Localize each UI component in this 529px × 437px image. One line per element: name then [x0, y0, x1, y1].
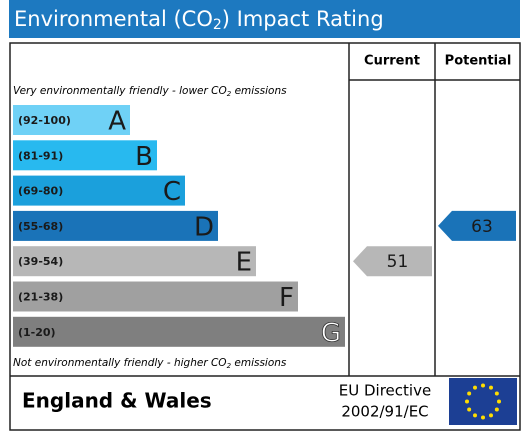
band-range: (39-54)	[18, 255, 63, 268]
band-range: (1-20)	[18, 326, 56, 339]
potential-header: Potential	[445, 54, 512, 69]
title-part: Environmental (CO	[14, 7, 213, 31]
band-range: (69-80)	[18, 185, 63, 198]
title-sub: 2	[213, 17, 222, 33]
band-range: (92-100)	[18, 114, 71, 127]
current-arrow	[353, 246, 432, 277]
title-part: ) Impact Rating	[222, 7, 384, 31]
eu-star	[489, 385, 493, 390]
band-bar	[13, 281, 298, 312]
bottom-note: Not environmentally friendly - higher CO…	[13, 357, 287, 370]
eu-star	[494, 391, 499, 396]
band-letter: D	[194, 212, 214, 242]
band-bar	[13, 316, 345, 347]
eu-star	[467, 407, 472, 412]
eu-star	[494, 407, 499, 412]
eu-star	[481, 383, 485, 388]
band-letter: E	[236, 248, 252, 278]
band-range: (81-91)	[18, 149, 63, 162]
band-bar	[13, 175, 185, 206]
band-bar	[13, 210, 218, 241]
eu-star	[473, 413, 477, 418]
band-range: (21-38)	[18, 291, 63, 304]
title: Environmental (CO2) Impact Rating	[14, 7, 384, 33]
directive: 2002/91/EC	[341, 403, 428, 421]
band-letter: B	[135, 142, 153, 172]
band-range: (55-68)	[18, 220, 63, 233]
band-letter: A	[108, 107, 126, 137]
potential-value: 63	[471, 217, 493, 237]
band-letter: F	[279, 283, 294, 313]
top-note: Very environmentally friendly - lower CO…	[13, 85, 287, 98]
band-bar	[13, 140, 157, 171]
current-header: Current	[364, 54, 420, 69]
eu-star	[467, 391, 472, 396]
eu-star	[465, 399, 469, 404]
eu-star	[473, 385, 477, 390]
eu-star	[481, 415, 485, 420]
eu-stars	[465, 383, 501, 420]
bands: (92-100) A (81-91) B (69-80) C (55-68) D (39-54)…	[13, 105, 345, 349]
frame	[9, 42, 521, 431]
region: England & Wales	[22, 389, 212, 413]
current-value: 51	[387, 252, 409, 272]
band-bar	[13, 105, 130, 135]
band-bar	[13, 246, 256, 277]
title-bar	[9, 0, 520, 38]
band-letter: C	[163, 177, 181, 207]
directive: EU Directive	[339, 382, 431, 400]
eu-star	[497, 399, 501, 404]
eu-star	[489, 413, 493, 418]
potential-arrow	[438, 210, 516, 241]
band-letter: G	[321, 318, 341, 348]
